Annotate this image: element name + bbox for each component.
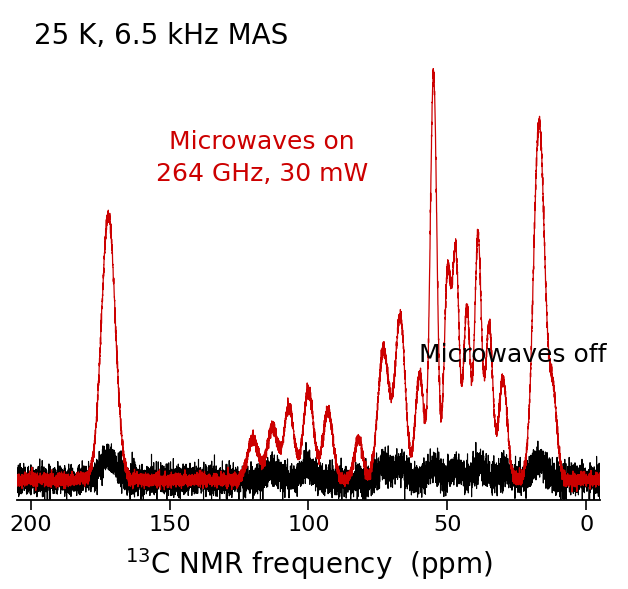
X-axis label: $^{13}$C NMR frequency  (ppm): $^{13}$C NMR frequency (ppm) (124, 546, 492, 582)
Text: Microwaves on
264 GHz, 30 mW: Microwaves on 264 GHz, 30 mW (156, 130, 368, 186)
Text: 25 K, 6.5 kHz MAS: 25 K, 6.5 kHz MAS (34, 22, 288, 49)
Text: Microwaves off: Microwaves off (419, 343, 607, 366)
